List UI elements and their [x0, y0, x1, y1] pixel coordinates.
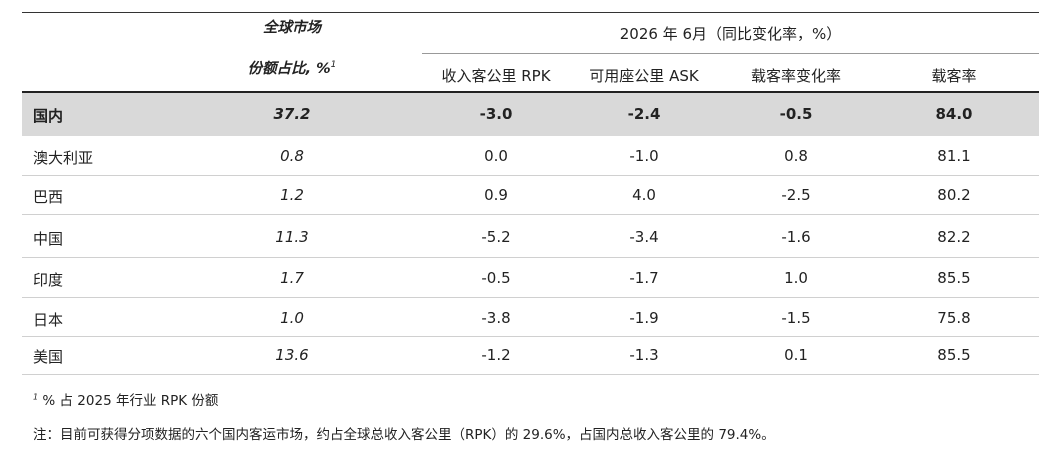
table-row: 美国 13.6 -1.2 -1.3 0.1 85.5 [22, 337, 1039, 375]
row-ask: -2.4 [627, 105, 661, 123]
row-lf: 81.1 [937, 147, 971, 165]
row-rpk: -0.5 [481, 269, 511, 287]
share-footnote-mark: 1 [330, 60, 337, 71]
row-ask: -3.4 [629, 228, 659, 246]
row-lf-change: -0.5 [779, 105, 813, 123]
table-row: 中国 11.3 -5.2 -3.4 -1.6 82.2 [22, 215, 1039, 258]
row-name: 中国 [33, 230, 64, 248]
row-divider [22, 257, 1039, 258]
row-lf: 85.5 [937, 269, 971, 287]
row-lf-change: 0.8 [784, 147, 808, 165]
row-rpk: -3.8 [481, 309, 511, 327]
row-divider [22, 175, 1039, 176]
row-lf-change: 0.1 [784, 346, 808, 364]
col-header-ask: 可用座公里 ASK [589, 67, 699, 85]
row-ask: -1.3 [629, 346, 659, 364]
table-row: 澳大利亚 0.8 0.0 -1.0 0.8 81.1 [22, 136, 1039, 176]
row-rpk: 0.9 [484, 186, 508, 204]
period-title: 2026 年 6月（同比变化率，%） [619, 25, 842, 43]
row-name: 国内 [33, 107, 64, 125]
row-lf: 82.2 [937, 228, 971, 246]
table-row: 印度 1.7 -0.5 -1.7 1.0 85.5 [22, 258, 1039, 298]
row-divider [22, 297, 1039, 298]
row-lf: 84.0 [935, 105, 973, 123]
row-lf-change: -1.5 [781, 309, 811, 327]
header-rule [22, 91, 1039, 93]
row-name: 印度 [33, 271, 64, 289]
footnote-1-text: % 占 2025 年行业 RPK 份额 [42, 393, 219, 409]
share-label: 份额占比, % [247, 61, 331, 77]
row-share: 37.2 [273, 105, 311, 123]
row-share: 13.6 [275, 346, 309, 364]
row-ask: -1.9 [629, 309, 659, 327]
row-name: 巴西 [33, 188, 64, 206]
row-share: 1.2 [280, 186, 304, 204]
row-rpk: -3.0 [479, 105, 513, 123]
period-rule [422, 53, 1039, 54]
row-lf-change: -1.6 [781, 228, 811, 246]
row-rpk: -5.2 [481, 228, 511, 246]
table-top-rule [22, 12, 1039, 13]
row-divider [22, 336, 1039, 337]
row-divider [22, 374, 1039, 375]
row-ask: -1.0 [629, 147, 659, 165]
row-name: 美国 [33, 348, 64, 366]
row-rpk: -1.2 [481, 346, 511, 364]
row-share: 0.8 [280, 147, 304, 165]
row-lf-change: -2.5 [781, 186, 811, 204]
share-header: 份额占比, %1 [217, 57, 367, 78]
row-lf: 75.8 [937, 309, 971, 327]
footnote-1-mark: 1 [33, 392, 39, 402]
row-lf: 85.5 [937, 346, 971, 364]
row-lf: 80.2 [937, 186, 971, 204]
col-header-rpk: 收入客公里 RPK [441, 67, 551, 85]
row-ask: 4.0 [632, 186, 656, 204]
row-lf-change: 1.0 [784, 269, 808, 287]
table-row: 巴西 1.2 0.9 4.0 -2.5 80.2 [22, 176, 1039, 215]
row-ask: -1.7 [629, 269, 659, 287]
col-header-lf-change: 载客率变化率 [750, 67, 841, 85]
table-row-domestic: 国内 37.2 -3.0 -2.4 -0.5 84.0 [22, 93, 1039, 136]
row-divider [22, 214, 1039, 215]
col-header-lf: 载客率 [931, 67, 977, 85]
row-share: 1.7 [280, 269, 304, 287]
market-title: 全球市场 [263, 20, 321, 36]
row-name: 日本 [33, 311, 64, 329]
row-share: 1.0 [280, 309, 304, 327]
footnote-1: 1 % 占 2025 年行业 RPK 份额 [33, 389, 219, 410]
footnote-note: 注：目前可获得分项数据的六个国内客运市场，约占全球总收入客公里（RPK）的 29… [33, 427, 775, 443]
row-rpk: 0.0 [484, 147, 508, 165]
table-row: 日本 1.0 -3.8 -1.9 -1.5 75.8 [22, 298, 1039, 337]
row-share: 11.3 [275, 228, 309, 246]
row-name: 澳大利亚 [33, 149, 94, 167]
